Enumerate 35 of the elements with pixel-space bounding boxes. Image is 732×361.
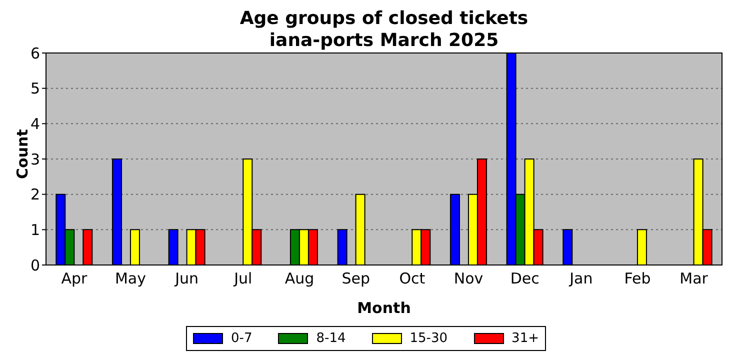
y-tick-label: 6 bbox=[30, 44, 40, 62]
x-tick-label: Oct bbox=[399, 270, 426, 288]
y-tick-label: 4 bbox=[30, 114, 40, 133]
bar bbox=[636, 229, 647, 265]
x-tick-label: Jun bbox=[174, 270, 199, 288]
x-tick-label: Jul bbox=[233, 270, 252, 288]
x-tick-label: Aug bbox=[284, 270, 314, 288]
x-tick-label: Feb bbox=[624, 270, 651, 288]
bar bbox=[337, 229, 348, 265]
x-tick-label: Sep bbox=[342, 270, 370, 288]
x-tick-label: Dec bbox=[510, 270, 540, 288]
y-tick-label: 3 bbox=[30, 150, 40, 168]
y-tick-label: 0 bbox=[30, 256, 40, 274]
x-tick-label: Mar bbox=[680, 270, 709, 288]
y-axis-title: Count bbox=[13, 129, 32, 179]
y-tick-label: 5 bbox=[30, 80, 40, 98]
y-tick-label: 2 bbox=[30, 186, 40, 204]
x-tick-label: Apr bbox=[61, 270, 88, 288]
x-tick-label: Nov bbox=[454, 270, 484, 288]
x-axis-title: Month bbox=[357, 299, 411, 317]
x-tick-label: May bbox=[114, 270, 146, 288]
bar bbox=[450, 194, 460, 265]
bar bbox=[130, 229, 140, 265]
legend-label: 8-14 bbox=[316, 331, 346, 346]
bar bbox=[562, 229, 573, 265]
bar bbox=[112, 158, 122, 265]
legend-label: 15-30 bbox=[410, 331, 448, 346]
chart-title: Age groups of closed tickets iana-ports March 2025 bbox=[238, 8, 530, 52]
bar bbox=[355, 194, 366, 265]
x-tick-label: Jan bbox=[568, 270, 593, 288]
legend-label: 0-7 bbox=[231, 331, 252, 346]
y-tick-label: 1 bbox=[30, 220, 40, 239]
legend-label: 31+ bbox=[512, 331, 539, 346]
bar bbox=[82, 229, 93, 265]
bar bbox=[168, 229, 178, 265]
